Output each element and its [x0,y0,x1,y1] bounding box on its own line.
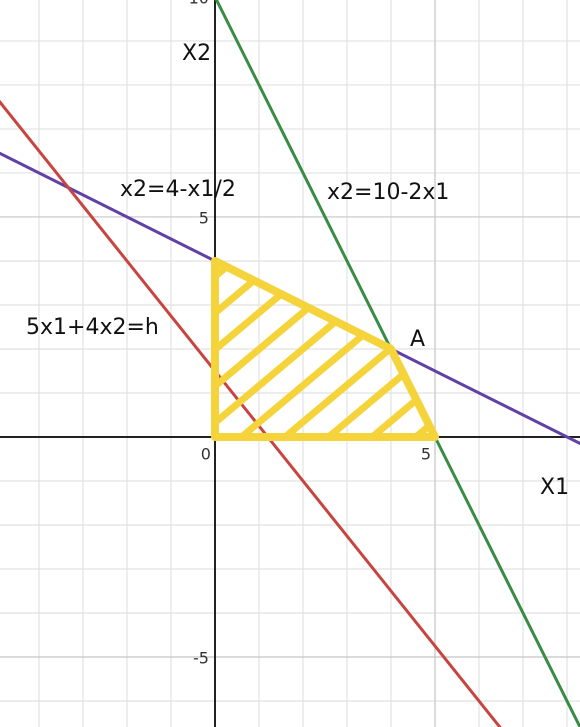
line-label: x2=4-x1/2 [120,177,236,202]
line-label: 5x1+4x2=h [26,315,159,340]
feasible-region [210,256,440,441]
y-tick-label: 5 [199,208,209,227]
y-axis-label: X2 [182,41,211,66]
x-tick-label: 0 [201,444,211,463]
x-axis-label: X1 [540,475,569,500]
point-label: A [410,327,425,352]
x-tick-label: 5 [421,444,431,463]
y-tick-label: 10 [189,0,209,7]
line [0,99,502,727]
y-tick-label: -5 [193,649,209,668]
line-label: x2=10-2x1 [327,180,449,205]
